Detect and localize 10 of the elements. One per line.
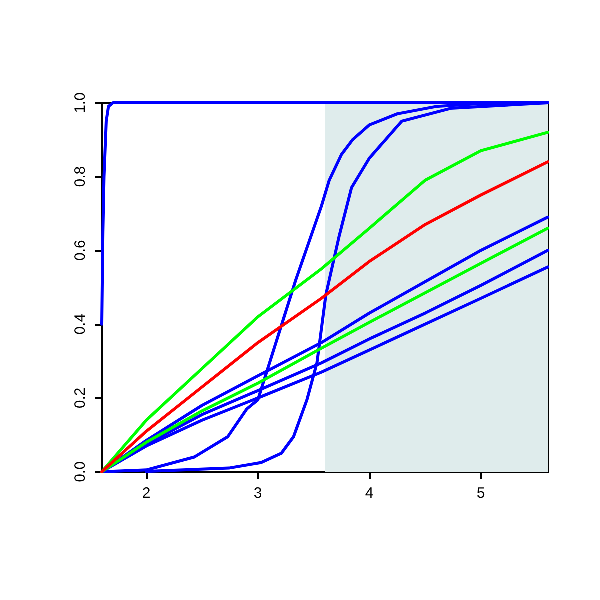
y-tick-label: 1.0 bbox=[72, 92, 89, 114]
y-tick-label: 0.4 bbox=[72, 314, 89, 335]
y-tick-label: 0.0 bbox=[72, 462, 89, 482]
x-tick-label: 4 bbox=[365, 485, 374, 502]
y-tick-label: 0.8 bbox=[72, 166, 89, 188]
y-tick-label: 0.6 bbox=[72, 240, 89, 262]
y-tick-label: 0.2 bbox=[72, 388, 89, 409]
x-tick-label: 2 bbox=[142, 485, 151, 502]
x-tick-label: 3 bbox=[254, 485, 262, 502]
x-tick-label: 5 bbox=[476, 485, 486, 502]
